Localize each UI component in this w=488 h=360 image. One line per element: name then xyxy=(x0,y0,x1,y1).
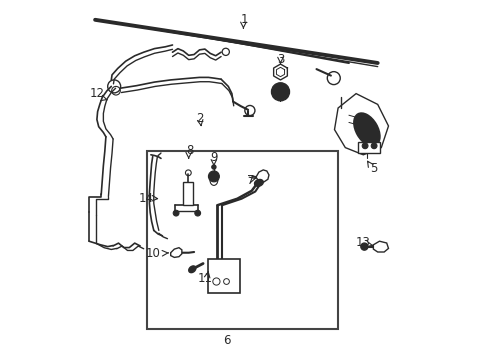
Ellipse shape xyxy=(353,113,379,146)
Bar xyxy=(207,259,240,293)
Text: 2: 2 xyxy=(195,112,203,125)
Bar xyxy=(147,151,337,329)
Text: 6: 6 xyxy=(223,334,230,347)
Polygon shape xyxy=(373,241,387,252)
Text: 1: 1 xyxy=(240,13,248,26)
Circle shape xyxy=(360,243,367,250)
Text: 10: 10 xyxy=(146,247,161,260)
Text: 12: 12 xyxy=(90,87,105,100)
Circle shape xyxy=(194,210,200,216)
Circle shape xyxy=(173,210,179,216)
Text: 7: 7 xyxy=(246,174,253,187)
Ellipse shape xyxy=(188,266,196,273)
Text: 5: 5 xyxy=(369,162,376,175)
Text: 14: 14 xyxy=(138,192,153,204)
Text: 4: 4 xyxy=(275,91,283,104)
Polygon shape xyxy=(273,64,287,80)
Polygon shape xyxy=(170,248,182,257)
Text: 11: 11 xyxy=(197,273,212,285)
Circle shape xyxy=(370,143,376,149)
Polygon shape xyxy=(334,94,387,155)
Text: 8: 8 xyxy=(186,144,193,157)
Text: 9: 9 xyxy=(210,151,218,164)
Circle shape xyxy=(362,143,367,149)
Bar xyxy=(357,142,379,153)
Text: 13: 13 xyxy=(355,237,370,249)
Ellipse shape xyxy=(254,180,263,186)
Circle shape xyxy=(208,171,219,182)
Circle shape xyxy=(271,83,289,101)
Text: 3: 3 xyxy=(276,53,284,66)
Polygon shape xyxy=(256,170,268,182)
Bar xyxy=(183,182,193,205)
Circle shape xyxy=(211,165,216,169)
